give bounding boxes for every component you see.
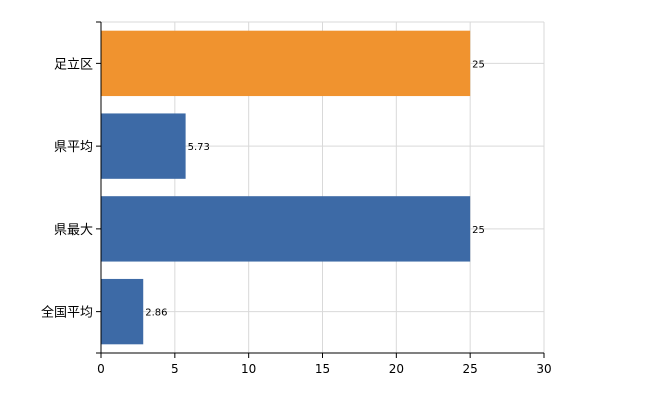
bar-3 — [101, 278, 144, 345]
x-tick-label-3: 15 — [315, 362, 330, 376]
data-label-1: 5.73 — [188, 142, 210, 153]
y-tick-label-1: 県平均 — [54, 140, 93, 155]
x-tick-label-5: 25 — [463, 362, 478, 376]
x-tick-label-6: 30 — [536, 362, 551, 376]
y-tick-label-3: 全国平均 — [41, 305, 93, 321]
data-label-2: 25 — [472, 225, 485, 236]
x-tick-label-4: 20 — [389, 362, 404, 376]
y-tick-label-2: 県最大 — [54, 223, 93, 238]
bar-1 — [101, 113, 186, 179]
bar-2 — [101, 196, 471, 262]
x-tick-label-0: 0 — [97, 362, 105, 376]
data-label-0: 25 — [472, 59, 485, 70]
x-tick-label-1: 5 — [171, 362, 179, 376]
data-label-3: 2.86 — [145, 308, 167, 319]
x-tick-label-2: 10 — [241, 362, 256, 376]
bar-0 — [101, 30, 471, 97]
y-tick-label-0: 足立区 — [54, 57, 93, 72]
